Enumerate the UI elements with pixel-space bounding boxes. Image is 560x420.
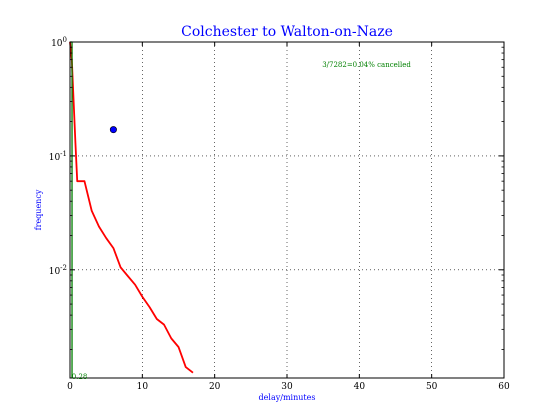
- x-tick-label: 0: [67, 382, 73, 392]
- y-ticks: 100 10-1 10-2: [49, 36, 504, 350]
- y-tick-label: 10-2: [49, 264, 67, 277]
- x-tick-label: 40: [354, 382, 366, 392]
- data-point: [109, 126, 117, 134]
- x-tick-label: 30: [281, 382, 293, 392]
- x-axis-label: delay/minutes: [259, 393, 316, 402]
- y-tick-label: 10-1: [49, 150, 67, 163]
- point-layer: [109, 126, 117, 134]
- x-ticks: 0 10 20 30 40 50 60: [67, 42, 510, 392]
- x-tick-label: 10: [137, 382, 149, 392]
- x-tick-label: 60: [498, 382, 510, 392]
- x-tick-label: 50: [426, 382, 438, 392]
- grid: [70, 42, 504, 378]
- annotation-0: 3/7282=0.04% cancelled: [322, 61, 411, 69]
- series-layer: [69, 41, 194, 379]
- x-tick-label: 20: [209, 382, 221, 392]
- annotations: 3/7282=0.04% cancelled 0.28: [72, 61, 412, 381]
- annotation-1: 0.28: [72, 373, 88, 381]
- series-line-0: [69, 41, 194, 374]
- chart-title: Colchester to Walton-on-Naze: [181, 24, 393, 40]
- y-axis-label: frequency: [34, 189, 43, 230]
- y-tick-label: 100: [51, 36, 67, 49]
